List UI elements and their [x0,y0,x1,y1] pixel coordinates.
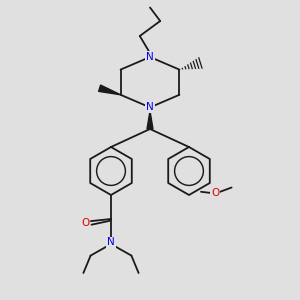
Text: N: N [107,237,115,248]
Polygon shape [147,111,153,129]
Text: N: N [146,52,154,62]
Text: N: N [146,102,154,112]
Polygon shape [99,85,121,95]
Text: O: O [211,188,220,199]
Text: O: O [81,218,90,228]
